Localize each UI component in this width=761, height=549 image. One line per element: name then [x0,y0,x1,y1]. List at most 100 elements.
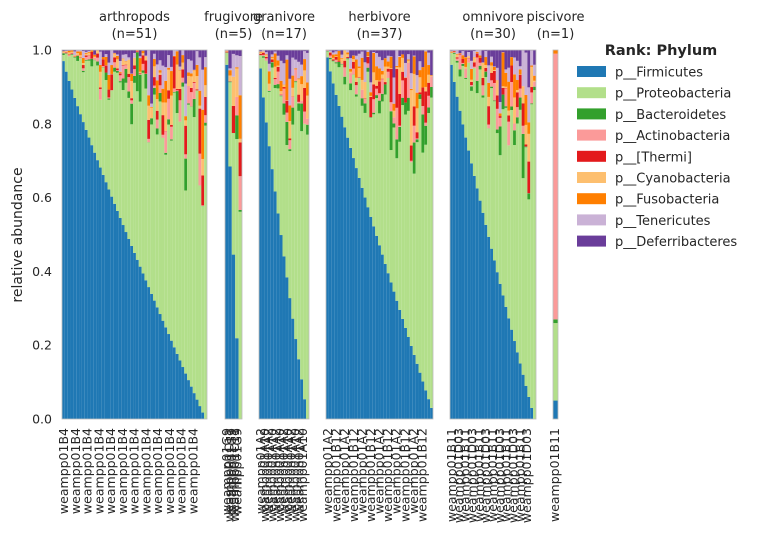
bar-segment [285,100,288,101]
bar-sample [90,50,93,419]
bar-segment [190,92,193,106]
bar-segment [343,84,346,127]
bar-sample [372,50,375,419]
bar-segment [401,319,404,419]
bar-segment [181,87,184,367]
bar-segment [355,56,358,60]
bar-segment [187,59,190,72]
bar-segment [335,57,338,60]
bar-segment [335,63,338,94]
bar-sample [393,50,396,419]
bar-segment [390,68,393,69]
bar-segment [326,51,329,57]
bar-sample [421,50,424,419]
bar-segment [204,50,207,57]
panel-count: (n=17) [261,27,307,42]
bar-segment [493,67,496,70]
bar-segment [133,50,136,53]
bar-segment [76,61,79,106]
bar-segment [450,65,453,419]
bar-segment [335,56,338,57]
bar-segment [62,55,65,61]
bar-segment [530,87,533,92]
bar-segment [300,65,303,77]
bar-segment [358,50,361,54]
bar-segment [99,87,102,89]
bar-sample [167,50,170,419]
bar-segment [306,82,309,95]
bar-segment [527,50,530,87]
bar-segment [464,69,467,78]
bar-segment [73,58,76,98]
bar-segment [167,90,170,99]
bar-segment [393,50,396,77]
bar-segment [355,78,358,82]
bar-segment [102,175,105,419]
bar-segment [173,92,176,93]
bar-segment [228,70,231,75]
bar-segment [125,65,128,66]
bar-segment [130,124,133,246]
bar-segment [464,67,467,69]
x-tick-label: weampp01B11 [547,428,562,522]
bar-segment [85,55,88,57]
bar-segment [159,60,162,70]
bar-segment [142,73,145,274]
bar-segment [413,106,416,125]
bar-sample [335,50,338,419]
bar-segment [235,68,238,97]
bar-segment [387,56,390,62]
bar-segment [268,90,271,91]
bar-segment [179,122,182,361]
bar-segment [459,76,462,110]
bar-segment [288,50,291,79]
bar-segment [490,80,493,86]
bar-segment [297,78,300,79]
legend-label: p__Cyanobacteria [615,172,731,187]
bar-segment [119,50,122,61]
bar-segment [496,133,499,272]
panel-count: (n=30) [470,27,516,42]
bar-segment [355,168,358,419]
bar-segment [513,57,516,74]
bar-segment [390,111,393,150]
bar-segment [235,67,238,68]
bar-segment [130,98,133,100]
bar-segment [387,69,390,72]
bar-segment [527,199,530,397]
bar-segment [288,298,291,419]
bar-segment [527,134,530,162]
bar-segment [239,95,242,139]
bar-segment [176,354,179,419]
bar-segment [516,123,519,352]
bar-sample [390,50,393,419]
bar-segment [113,53,116,54]
bar-sample [73,50,76,419]
bar-segment [153,50,156,54]
bar-segment [190,107,193,387]
bar-segment [274,79,277,85]
bar-segment [530,50,533,65]
bar-segment [259,55,262,68]
bar-segment [235,115,238,139]
bar-segment [358,78,361,178]
bar-segment [184,159,187,191]
bar-sample [306,50,309,419]
bar-segment [170,141,173,341]
bar-segment [119,72,122,73]
bar-sample [173,50,176,419]
bar-segment [277,66,280,67]
bar-segment [513,74,516,97]
legend-swatch [577,66,606,77]
bar-sample [294,50,297,419]
bar-segment [164,153,167,155]
bar-segment [525,386,528,419]
bar-segment [156,64,159,80]
bar-segment [159,70,162,73]
bar-segment [504,108,507,307]
bar-segment [170,96,173,125]
bar-segment [170,127,173,140]
bar-segment [464,138,467,419]
bar-segment [93,60,96,152]
bar-segment [332,55,335,58]
